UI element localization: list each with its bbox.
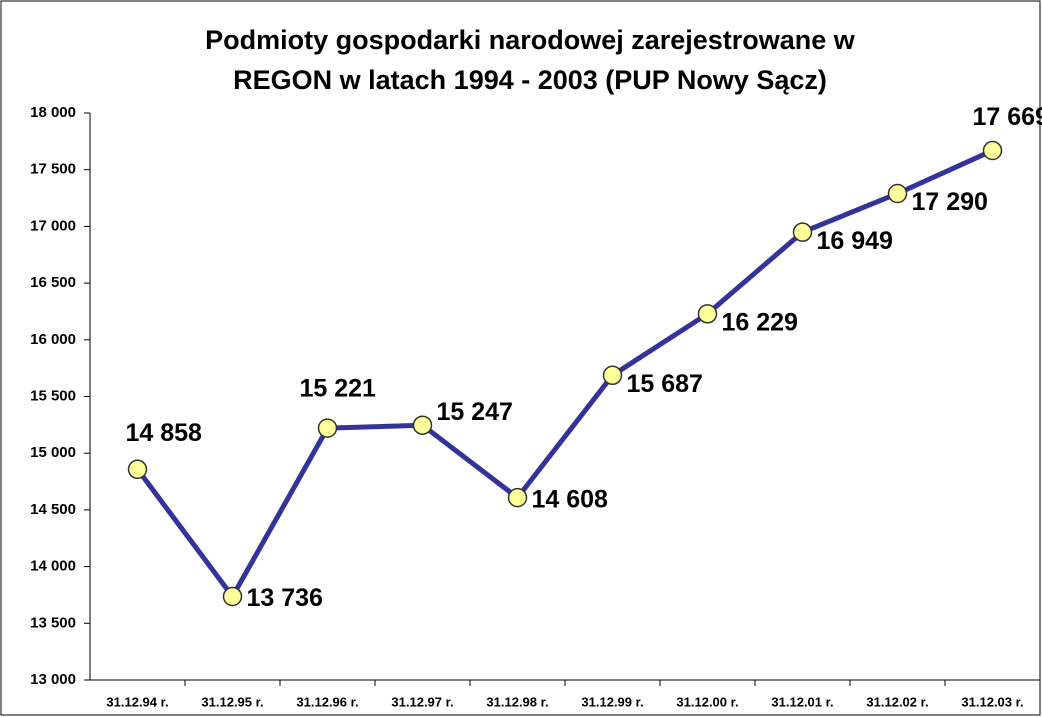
data-label: 14 858: [126, 419, 203, 447]
data-point: [982, 140, 1003, 161]
data-point: [127, 459, 148, 480]
data-label: 16 229: [722, 308, 798, 336]
x-tick-label: 31.12.00 r.: [676, 694, 738, 709]
x-tick-label: 31.12.01 r.: [771, 694, 833, 709]
chart-title: Podmioty gospodarki narodowej zarejestro…: [205, 25, 856, 55]
y-tick-label: 14 500: [30, 501, 76, 518]
y-tick-label: 18 000: [30, 104, 76, 121]
data-label: 13 736: [247, 584, 323, 612]
x-tick-label: 31.12.99 r.: [581, 694, 643, 709]
y-tick-label: 17 500: [30, 161, 76, 178]
y-tick-label: 14 000: [30, 558, 76, 575]
y-tick-label: 13 500: [30, 614, 76, 631]
x-tick-label: 31.12.97 r.: [391, 694, 453, 709]
data-point: [887, 183, 908, 204]
data-label: 15 221: [300, 375, 377, 403]
data-point: [792, 222, 813, 242]
data-label: 15 247: [437, 398, 513, 426]
data-label: 15 687: [627, 370, 703, 398]
data-label: 16 949: [817, 227, 893, 255]
x-tick-label: 31.12.03 r.: [961, 694, 1023, 709]
data-point: [412, 415, 433, 435]
data-line: [135, 148, 994, 600]
data-point: [222, 586, 243, 607]
y-tick-label: 13 000: [30, 671, 76, 688]
data-label: 17 290: [912, 188, 988, 216]
x-tick-label: 31.12.96 r.: [296, 694, 358, 709]
data-point: [697, 304, 718, 324]
y-tick-label: 17 000: [30, 217, 76, 234]
data-label: 17 669: [973, 103, 1042, 131]
data-point: [602, 365, 623, 386]
x-tick-label: 31.12.98 r.: [486, 694, 548, 709]
y-tick-label: 16 000: [30, 331, 76, 348]
y-tick-label: 15 500: [30, 387, 76, 404]
x-tick-label: 31.12.02 r.: [866, 694, 928, 709]
x-tick-label: 31.12.94 r.: [106, 694, 168, 709]
chart-subtitle: REGON w latach 1994 - 2003 (PUP Nowy Sąc…: [233, 65, 827, 95]
y-tick-label: 16 500: [30, 274, 76, 291]
data-point: [507, 487, 528, 508]
data-point: [317, 418, 338, 438]
data-label: 14 608: [532, 485, 609, 513]
x-tick-label: 31.12.95 r.: [201, 694, 263, 709]
y-tick-label: 15 000: [30, 444, 76, 461]
